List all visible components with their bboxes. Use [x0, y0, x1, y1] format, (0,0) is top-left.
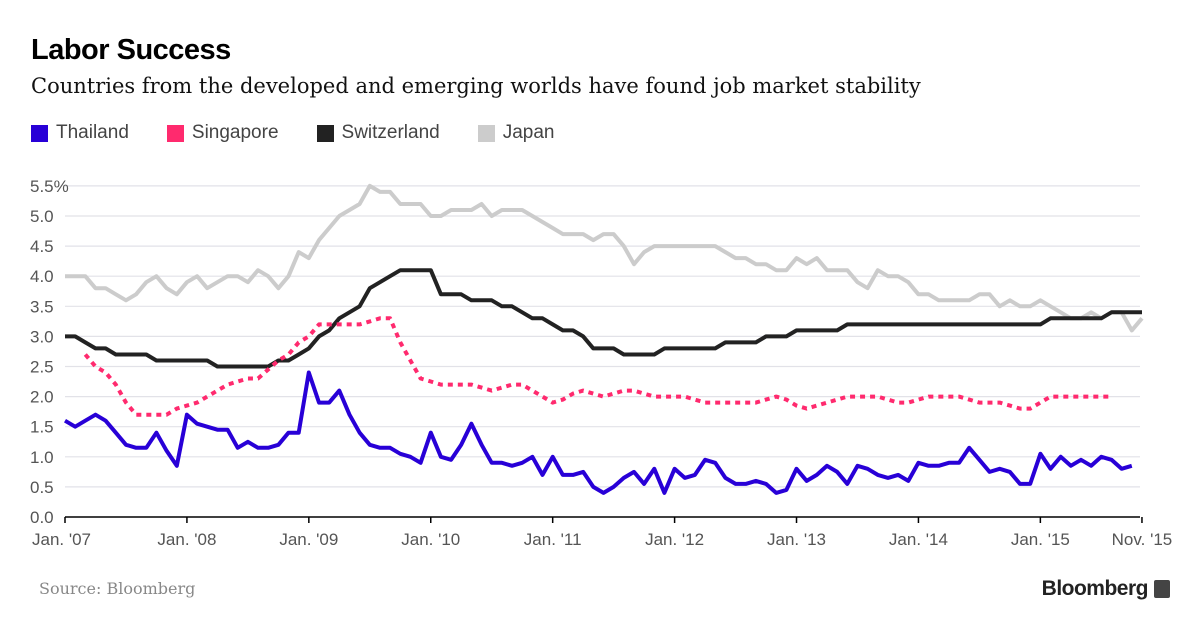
y-tick-label: 2.5	[30, 358, 54, 377]
x-tick-label: Jan. '15	[1011, 530, 1070, 549]
y-tick-label: 0.0	[30, 508, 54, 527]
x-tick-label: Jan. '14	[889, 530, 948, 549]
logo-text: Bloomberg	[1041, 577, 1149, 600]
x-tick-label: Jan. '13	[767, 530, 826, 549]
x-tick-label: Jan. '07	[32, 530, 91, 549]
x-tick-label: Jan. '12	[645, 530, 704, 549]
series-line-singapore	[83, 316, 1112, 417]
y-axis-ticks: 0.0 0.5 1.0 1.5 2.0 2.5 3.0 3.5 4.0 4.5 5.0 5.5%	[30, 177, 69, 527]
bloomberg-logo-icon	[1154, 580, 1170, 598]
legend-swatch-singapore	[166, 124, 184, 142]
legend-item-thailand: Thailand	[31, 122, 129, 144]
legend-label-singapore: Singapore	[191, 122, 279, 143]
gridlines	[65, 185, 1140, 488]
legend-swatch-switzerland	[316, 124, 334, 142]
y-tick-label: 3.0	[30, 327, 54, 346]
y-tick-label: 0.5	[30, 478, 54, 497]
chart-title: Labor Success	[31, 34, 231, 66]
series-line-switzerland	[65, 268, 1142, 369]
legend-item-singapore: Singapore	[166, 122, 279, 144]
legend: Thailand Singapore Switzerland Japan	[31, 122, 593, 144]
y-tick-label: 4.0	[30, 267, 54, 286]
x-tick-label: Jan. '10	[401, 530, 460, 549]
y-tick-label: 4.5	[30, 237, 54, 256]
chart-subtitle: Countries from the developed and emergin…	[31, 74, 921, 98]
y-tick-label: 2.0	[30, 388, 54, 407]
x-tick-label: Nov. '15	[1112, 530, 1173, 549]
series-line-japan	[65, 183, 1144, 333]
legend-item-switzerland: Switzerland	[316, 122, 440, 144]
legend-label-thailand: Thailand	[56, 122, 129, 143]
x-tick-label: Jan. '09	[279, 530, 338, 549]
legend-swatch-japan	[477, 124, 495, 142]
legend-label-japan: Japan	[502, 122, 555, 143]
y-tick-label: 1.0	[30, 448, 54, 467]
legend-label-switzerland: Switzerland	[341, 122, 440, 143]
x-axis-ticks: Jan. '07 Jan. '08 Jan. '09 Jan. '10 Jan. '11…	[32, 516, 1173, 549]
legend-item-japan: Japan	[477, 122, 555, 144]
y-tick-label: 3.5	[30, 297, 54, 316]
bloomberg-logo: Bloomberg	[1042, 577, 1170, 601]
series-lines	[63, 183, 1144, 495]
y-tick-label: 5.0	[30, 207, 54, 226]
y-tick-label: 5.5%	[30, 177, 69, 196]
y-tick-label: 1.5	[30, 418, 54, 437]
series-line-thailand	[63, 370, 1133, 495]
x-tick-label: Jan. '08	[157, 530, 216, 549]
x-tick-label: Jan. '11	[524, 530, 582, 549]
source-note: Source: Bloomberg	[39, 579, 196, 598]
legend-swatch-thailand	[31, 124, 48, 142]
